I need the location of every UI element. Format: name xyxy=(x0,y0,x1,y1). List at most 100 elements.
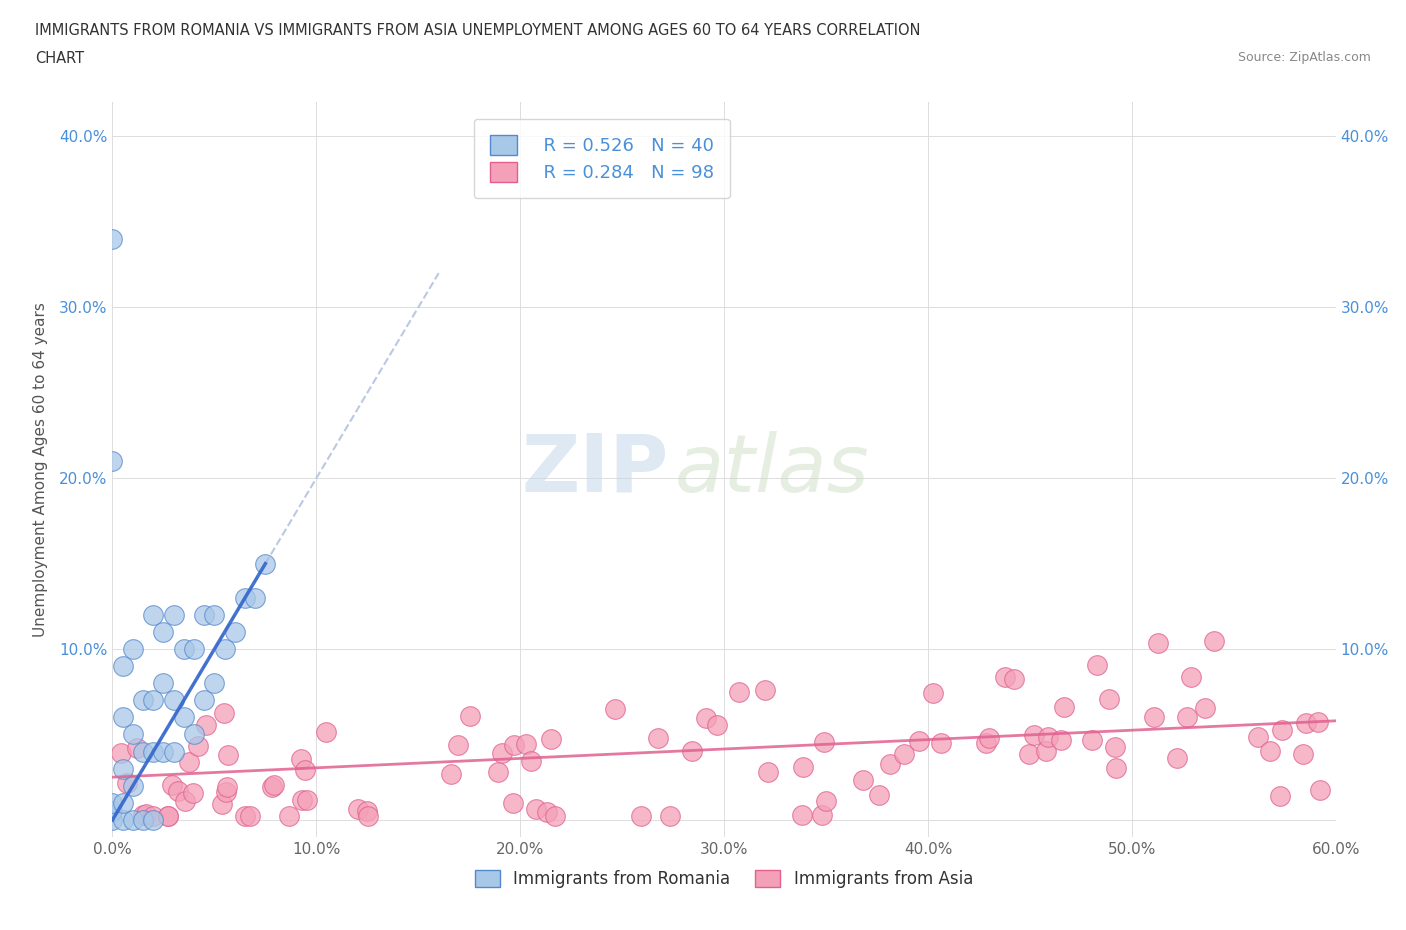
Point xyxy=(1260,744,1282,759)
Point xyxy=(111,795,134,810)
Point xyxy=(868,788,890,803)
Text: CHART: CHART xyxy=(35,51,84,66)
Y-axis label: Unemployment Among Ages 60 to 64 years: Unemployment Among Ages 60 to 64 years xyxy=(32,302,48,637)
Point xyxy=(152,676,174,691)
Point xyxy=(110,745,132,760)
Point xyxy=(536,804,558,819)
Point xyxy=(131,808,153,823)
Point xyxy=(132,693,155,708)
Point xyxy=(173,642,195,657)
Point xyxy=(111,762,134,777)
Legend: Immigrants from Romania, Immigrants from Asia: Immigrants from Romania, Immigrants from… xyxy=(468,863,980,895)
Point xyxy=(515,737,537,751)
Text: IMMIGRANTS FROM ROMANIA VS IMMIGRANTS FROM ASIA UNEMPLOYMENT AMONG AGES 60 TO 64: IMMIGRANTS FROM ROMANIA VS IMMIGRANTS FR… xyxy=(35,23,921,38)
Point xyxy=(1036,730,1059,745)
Point xyxy=(706,718,728,733)
Point xyxy=(174,794,197,809)
Point xyxy=(447,737,470,752)
Point xyxy=(1309,782,1331,797)
Point xyxy=(1194,700,1216,715)
Point xyxy=(235,809,257,824)
Point xyxy=(1022,728,1045,743)
Point xyxy=(1295,716,1317,731)
Point xyxy=(290,752,312,767)
Point xyxy=(183,642,205,657)
Point xyxy=(135,806,157,821)
Point xyxy=(122,778,145,793)
Point xyxy=(792,760,814,775)
Point xyxy=(681,743,703,758)
Point xyxy=(294,762,316,777)
Point xyxy=(204,676,226,691)
Point xyxy=(1080,732,1102,747)
Point xyxy=(1292,747,1315,762)
Point xyxy=(111,813,134,828)
Point xyxy=(315,724,337,739)
Point xyxy=(1147,635,1170,650)
Text: atlas: atlas xyxy=(675,431,870,509)
Point xyxy=(695,711,717,725)
Point xyxy=(122,813,145,828)
Point xyxy=(979,730,1001,745)
Point xyxy=(157,809,180,824)
Point xyxy=(893,746,915,761)
Point xyxy=(142,813,165,828)
Point xyxy=(142,744,165,759)
Point xyxy=(1247,729,1270,744)
Point xyxy=(193,693,215,708)
Point xyxy=(879,757,901,772)
Text: ZIP: ZIP xyxy=(522,431,669,509)
Point xyxy=(908,734,931,749)
Point xyxy=(152,625,174,640)
Point xyxy=(540,732,562,747)
Point xyxy=(440,766,463,781)
Point xyxy=(458,709,481,724)
Text: Source: ZipAtlas.com: Source: ZipAtlas.com xyxy=(1237,51,1371,64)
Point xyxy=(295,792,318,807)
Point xyxy=(214,706,236,721)
Point xyxy=(1105,761,1128,776)
Point xyxy=(1035,744,1057,759)
Point xyxy=(543,809,565,824)
Point xyxy=(254,556,277,571)
Point xyxy=(245,591,267,605)
Point xyxy=(502,737,524,752)
Point xyxy=(630,809,652,824)
Point xyxy=(181,786,204,801)
Point xyxy=(132,813,155,828)
Point xyxy=(491,746,513,761)
Point xyxy=(163,744,186,759)
Point xyxy=(754,683,776,698)
Point xyxy=(658,809,681,824)
Point xyxy=(922,685,945,700)
Point xyxy=(1166,751,1188,765)
Point xyxy=(162,777,184,792)
Point xyxy=(125,740,148,755)
Point xyxy=(260,779,283,794)
Point xyxy=(1049,733,1071,748)
Point xyxy=(605,701,627,716)
Point xyxy=(356,804,378,818)
Point xyxy=(233,591,256,605)
Point xyxy=(852,773,875,788)
Point xyxy=(122,642,145,657)
Point xyxy=(214,642,236,657)
Point xyxy=(187,738,209,753)
Point xyxy=(156,809,179,824)
Point xyxy=(183,727,205,742)
Point xyxy=(224,625,246,640)
Point xyxy=(111,658,134,673)
Point xyxy=(101,232,124,246)
Point xyxy=(502,795,524,810)
Point xyxy=(814,793,837,808)
Point xyxy=(790,807,813,822)
Point xyxy=(163,607,186,622)
Point xyxy=(142,809,165,824)
Point xyxy=(1180,670,1202,684)
Point xyxy=(122,727,145,742)
Point xyxy=(1268,788,1291,803)
Point xyxy=(647,730,669,745)
Point xyxy=(974,736,997,751)
Point xyxy=(1002,671,1025,686)
Point xyxy=(115,776,138,790)
